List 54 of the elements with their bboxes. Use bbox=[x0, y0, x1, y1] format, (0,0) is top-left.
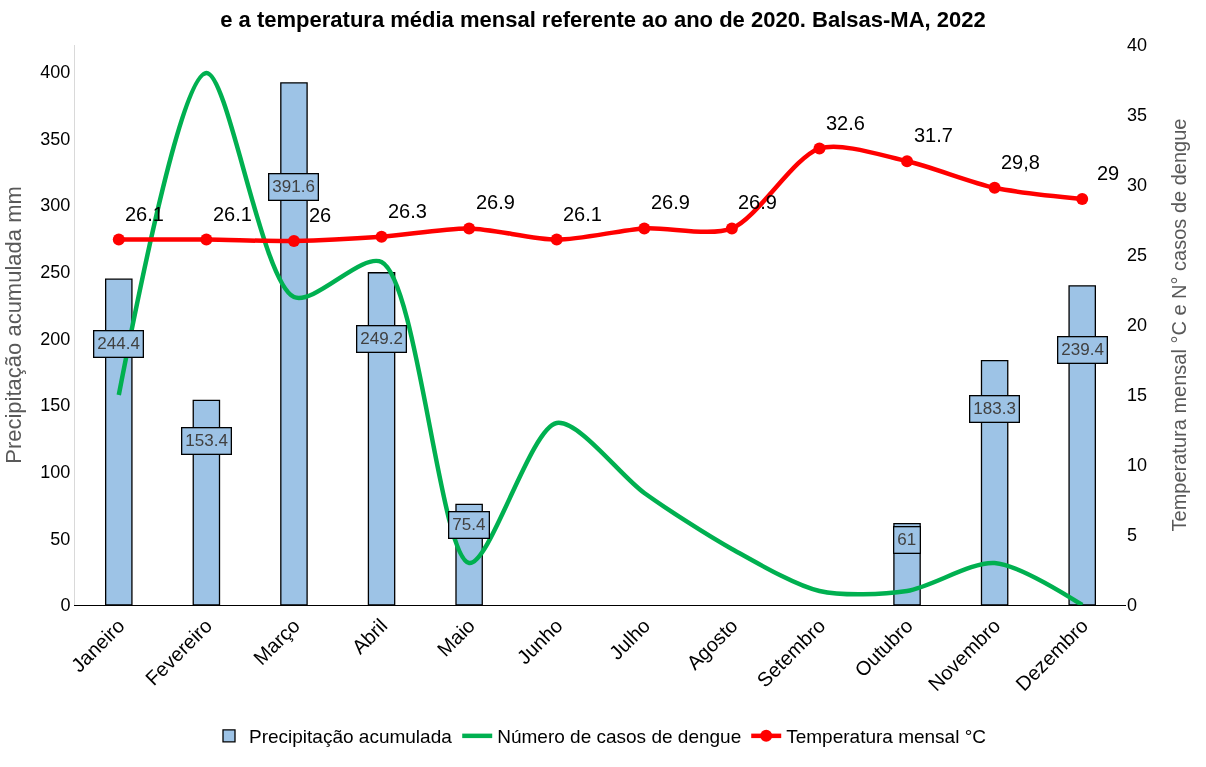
y2-tick-label: 30 bbox=[1127, 175, 1148, 196]
point bbox=[463, 222, 476, 235]
y-tick-label: 250 bbox=[40, 261, 71, 282]
y-tick-label: 200 bbox=[40, 328, 71, 349]
y2-tick-label: 5 bbox=[1127, 525, 1138, 546]
y2-tick-label: 10 bbox=[1127, 455, 1148, 476]
point bbox=[813, 142, 826, 155]
data-label: 244.4 bbox=[97, 334, 140, 354]
y-tick-label: 300 bbox=[40, 195, 71, 216]
data-label: 26.3 bbox=[388, 200, 427, 222]
data-label: 29,8 bbox=[1001, 151, 1040, 173]
data-label: 26.9 bbox=[476, 191, 515, 213]
y-tick-label: 400 bbox=[40, 61, 71, 82]
point bbox=[550, 233, 563, 246]
point bbox=[375, 230, 388, 243]
data-label: 183.3 bbox=[973, 399, 1016, 419]
y2-axis-title: Temperatura mensal °C e N° casos de dengue bbox=[1168, 118, 1190, 532]
data-label: 31.7 bbox=[914, 124, 953, 146]
data-label: 29 bbox=[1097, 162, 1120, 184]
data-label: 26.1 bbox=[213, 203, 252, 225]
y2-tick-label: 35 bbox=[1127, 105, 1148, 126]
y-tick-label: 150 bbox=[40, 395, 71, 416]
y2-tick-label: 25 bbox=[1127, 245, 1148, 266]
y-axis-title: Precipitação acumulada mm bbox=[1, 186, 26, 464]
chart-title: e a temperatura média mensal referente ao ano de 2020. Balsas-MA, 2022 bbox=[220, 6, 986, 32]
data-label: 153.4 bbox=[185, 431, 228, 451]
legend-label: Número de casos de dengue bbox=[497, 726, 742, 748]
data-label: 75.4 bbox=[452, 515, 486, 535]
point bbox=[1076, 193, 1089, 205]
y-tick-label: 50 bbox=[50, 528, 71, 549]
y2-tick-label: 20 bbox=[1127, 315, 1148, 336]
data-label: 249.2 bbox=[360, 329, 403, 349]
y2-tick-label: 0 bbox=[1127, 595, 1138, 616]
y2-tick-label: 40 bbox=[1127, 35, 1148, 56]
point bbox=[112, 233, 125, 246]
data-label: 391.6 bbox=[272, 177, 315, 197]
data-label: 26.1 bbox=[563, 203, 602, 225]
point bbox=[725, 222, 738, 235]
y-tick-label: 350 bbox=[40, 128, 71, 149]
data-label: 26.9 bbox=[651, 191, 690, 213]
point bbox=[901, 155, 914, 168]
point bbox=[638, 222, 651, 235]
data-label: 239.4 bbox=[1061, 340, 1104, 360]
data-label: 32.6 bbox=[826, 112, 865, 134]
point bbox=[988, 181, 1001, 194]
data-label: 61 bbox=[897, 530, 917, 550]
y-tick-label: 100 bbox=[40, 461, 71, 482]
point bbox=[287, 235, 300, 247]
legend-label: Precipitação acumulada bbox=[249, 726, 453, 748]
y2-tick-label: 15 bbox=[1127, 385, 1148, 406]
y-tick-label: 0 bbox=[60, 595, 71, 616]
data-label: 26 bbox=[309, 204, 332, 226]
point bbox=[200, 233, 213, 246]
legend-label: Temperatura mensal °C bbox=[786, 726, 987, 748]
